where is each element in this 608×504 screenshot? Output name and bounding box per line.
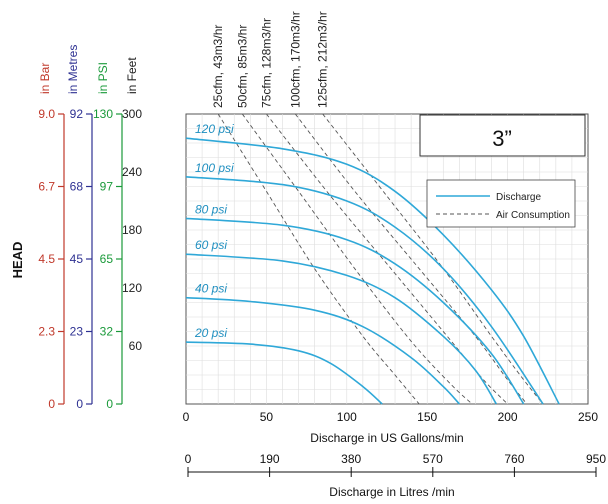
unit-axis-label: in Metres — [66, 45, 80, 94]
litres-tick-label: 760 — [504, 452, 524, 466]
unit-tick-label: 240 — [122, 165, 142, 179]
air-consumption-label: 25cfm, 43m3/hr — [211, 25, 225, 108]
unit-tick-label: 23 — [70, 325, 84, 339]
air-consumption-line — [217, 113, 420, 405]
x-axis-label: Discharge in US Gallons/min — [310, 431, 463, 445]
litres-tick-label: 190 — [260, 452, 280, 466]
unit-tick-label: 65 — [100, 252, 114, 266]
unit-tick-label: 0 — [76, 397, 83, 411]
unit-tick-label: 120 — [122, 281, 142, 295]
unit-axis-label: in Feet — [125, 57, 139, 94]
curve-label: 60 psi — [195, 238, 227, 252]
title-box-rect — [419, 114, 586, 157]
x-tick-label: 50 — [260, 410, 274, 424]
unit-tick-label: 32 — [100, 325, 114, 339]
discharge-curve — [185, 176, 544, 405]
chart-title: 3” — [492, 126, 512, 151]
y-axis-label: HEAD — [10, 242, 25, 279]
litres-tick-label: 950 — [586, 452, 606, 466]
litres-tick-label: 0 — [185, 452, 192, 466]
air-consumption-label: 100cfm, 170m3/hr — [288, 11, 302, 108]
discharge-curve — [185, 253, 497, 405]
grid-lines — [186, 114, 588, 404]
axes: 50 100 150 200 250 Discharge in US Gallons/mi… — [10, 45, 606, 499]
curve-label: 100 psi — [195, 161, 234, 175]
unit-tick-label: 130 — [93, 107, 113, 121]
discharge-curve — [185, 217, 525, 405]
unit-tick-label: 0 — [48, 397, 55, 411]
unit-axis-label: in Bar — [38, 63, 52, 94]
air-consumption-line — [266, 113, 508, 405]
legend-label: Discharge — [496, 192, 541, 203]
legend: Discharge Air Consumption — [426, 179, 576, 228]
discharge-curve — [185, 296, 460, 405]
litres-tick-label: 380 — [341, 452, 361, 466]
air-consumption-line — [241, 113, 473, 405]
x-tick-label: 250 — [578, 410, 598, 424]
unit-tick-label: 92 — [70, 107, 84, 121]
unit-tick-label: 6.7 — [38, 180, 55, 194]
unit-tick-label: 180 — [122, 223, 142, 237]
discharge-curves: 120 psi 100 psi 80 psi 60 psi 40 psi 20 psi — [185, 122, 560, 405]
air-consumption-label: 50cfm, 85m3/hr — [235, 25, 249, 108]
title-box: 3” — [419, 114, 586, 157]
unit-axis-label: in PSI — [96, 62, 110, 94]
y-tick-label: 0 — [183, 410, 190, 424]
litres-axis-label: Discharge in Litres /min — [329, 485, 454, 499]
unit-tick-label: 45 — [70, 252, 84, 266]
discharge-curve — [185, 137, 560, 405]
x-tick-label: 150 — [417, 410, 437, 424]
unit-tick-label: 2.3 — [38, 325, 55, 339]
curve-label: 20 psi — [194, 326, 227, 340]
curve-label: 120 psi — [195, 122, 234, 136]
unit-tick-label: 97 — [100, 180, 114, 194]
curve-label: 40 psi — [195, 282, 227, 296]
unit-tick-label: 60 — [129, 339, 143, 353]
unit-tick-label: 9.0 — [38, 107, 55, 121]
legend-label: Air Consumption — [496, 210, 570, 221]
litres-tick-label: 570 — [423, 452, 443, 466]
unit-tick-label: 300 — [122, 107, 142, 121]
air-consumption-label: 75cfm, 128m3/hr — [259, 18, 273, 108]
curve-label: 80 psi — [195, 202, 227, 216]
x-tick-label: 200 — [498, 410, 518, 424]
air-consumption-label: 125cfm, 212m3/hr — [316, 11, 330, 108]
unit-tick-label: 0 — [106, 397, 113, 411]
unit-tick-label: 68 — [70, 180, 84, 194]
discharge-curve — [185, 341, 383, 405]
legend-box — [426, 179, 576, 228]
x-tick-label: 100 — [337, 410, 357, 424]
air-consumption-lines: 25cfm, 43m3/hr 50cfm, 85m3/hr 75cfm, 128m3… — [211, 11, 544, 405]
unit-tick-label: 4.5 — [38, 252, 55, 266]
